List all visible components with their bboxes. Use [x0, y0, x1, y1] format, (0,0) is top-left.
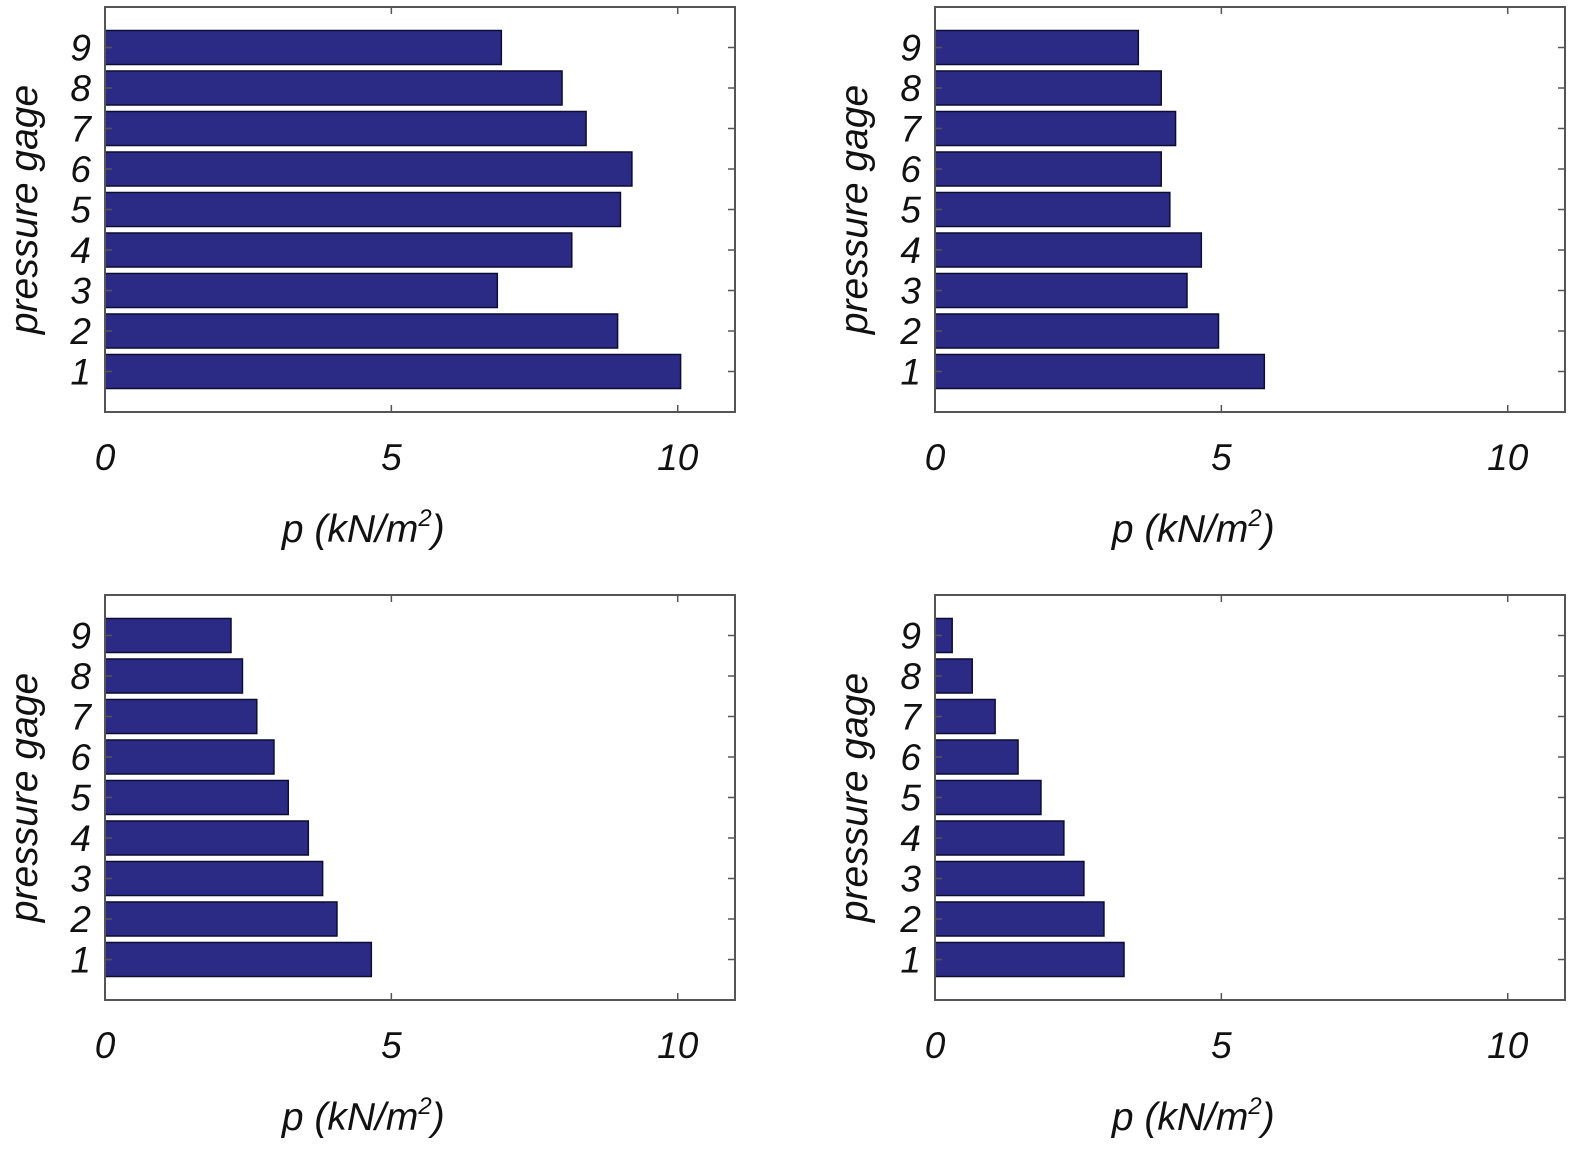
x-tick-label: 10 [1487, 437, 1529, 478]
bar-gage-8 [104, 70, 563, 106]
bar-gage-4 [934, 820, 1065, 856]
x-tick-label: 5 [1211, 437, 1232, 478]
bar-gage-8 [934, 70, 1162, 106]
bar-gage-5 [934, 779, 1042, 816]
bar-gage-4 [934, 232, 1203, 268]
y-tick-label: 2 [899, 311, 921, 352]
bar-gage-7 [104, 698, 258, 735]
x-axis-title: p (kN/m2) [281, 1093, 445, 1139]
y-tick-label: 9 [70, 616, 91, 657]
y-tick-label: 3 [70, 271, 91, 312]
bar-gage-9 [104, 617, 232, 654]
x-tick-label: 5 [1211, 1025, 1232, 1066]
x-tick-label: 5 [381, 437, 402, 478]
bar-gage-3 [104, 860, 324, 897]
y-tick-label: 8 [70, 656, 91, 697]
bar-gage-6 [934, 151, 1162, 187]
x-tick-label: 0 [925, 437, 946, 478]
x-tick-label: 10 [657, 437, 699, 478]
y-tick-label: 7 [900, 697, 922, 738]
bar-gage-7 [934, 698, 996, 735]
y-tick-label: 3 [900, 271, 921, 312]
bar-gage-2 [934, 313, 1220, 349]
y-tick-label: 7 [70, 109, 92, 150]
bar-gage-6 [934, 739, 1019, 775]
y-tick-label: 4 [900, 230, 921, 271]
x-tick-label: 5 [381, 1025, 402, 1066]
y-tick-label: 3 [900, 859, 921, 900]
y-tick-label: 5 [70, 778, 91, 819]
y-tick-label: 2 [69, 311, 91, 352]
y-tick-label: 1 [900, 940, 921, 981]
x-axis-title: p (kN/m2) [1111, 505, 1275, 551]
bar-gage-5 [104, 779, 290, 816]
bar-gage-1 [104, 941, 373, 978]
x-axis-title: p (kN/m2) [1111, 1093, 1275, 1139]
bar-gage-7 [104, 110, 587, 147]
x-axis-title: p (kN/m2) [281, 505, 445, 551]
bar-gage-9 [934, 29, 1140, 66]
y-tick-label: 5 [70, 190, 91, 231]
y-tick-label: 4 [70, 818, 91, 859]
bar-gage-1 [934, 353, 1266, 390]
bar-gage-8 [104, 658, 244, 694]
bar-gage-3 [104, 272, 499, 309]
x-tick-label: 0 [95, 437, 116, 478]
y-tick-label: 9 [900, 28, 921, 69]
bar-gage-4 [104, 232, 573, 268]
bar-gage-3 [934, 860, 1085, 897]
x-tick-label: 0 [95, 1025, 116, 1066]
bar-gage-4 [104, 820, 310, 856]
y-tick-label: 5 [900, 190, 921, 231]
y-tick-label: 8 [900, 656, 921, 697]
bar-gage-5 [104, 191, 622, 228]
y-tick-label: 8 [70, 68, 91, 109]
y-tick-label: 1 [70, 940, 91, 981]
y-tick-label: 1 [70, 352, 91, 393]
bar-gage-6 [104, 739, 275, 775]
y-tick-label: 6 [900, 737, 921, 778]
bar-gage-1 [104, 353, 682, 390]
y-axis-title: pressure gage [833, 673, 876, 923]
x-tick-label: 10 [1487, 1025, 1529, 1066]
y-tick-label: 6 [70, 149, 91, 190]
bar-gage-2 [104, 313, 619, 349]
y-tick-label: 3 [70, 859, 91, 900]
x-tick-label: 10 [657, 1025, 699, 1066]
y-tick-label: 8 [900, 68, 921, 109]
bar-gage-9 [104, 29, 503, 66]
y-tick-label: 4 [70, 230, 91, 271]
bar-gage-1 [934, 941, 1125, 978]
x-tick-label: 0 [925, 1025, 946, 1066]
y-tick-label: 6 [900, 149, 921, 190]
y-tick-label: 9 [70, 28, 91, 69]
y-tick-label: 7 [900, 109, 922, 150]
y-tick-label: 2 [69, 899, 91, 940]
y-tick-label: 6 [70, 737, 91, 778]
bar-gage-7 [934, 110, 1177, 147]
y-tick-label: 5 [900, 778, 921, 819]
bar-gage-5 [934, 191, 1171, 228]
y-tick-label: 4 [900, 818, 921, 859]
y-axis-title: pressure gage [3, 673, 46, 923]
y-axis-title: pressure gage [3, 85, 46, 335]
y-tick-label: 2 [899, 899, 921, 940]
y-tick-label: 9 [900, 616, 921, 657]
bar-gage-6 [104, 151, 633, 187]
y-axis-title: pressure gage [833, 85, 876, 335]
bar-gage-2 [934, 901, 1105, 937]
bar-gage-2 [104, 901, 338, 937]
y-tick-label: 7 [70, 697, 92, 738]
y-tick-label: 1 [900, 352, 921, 393]
bar-gage-3 [934, 272, 1188, 309]
